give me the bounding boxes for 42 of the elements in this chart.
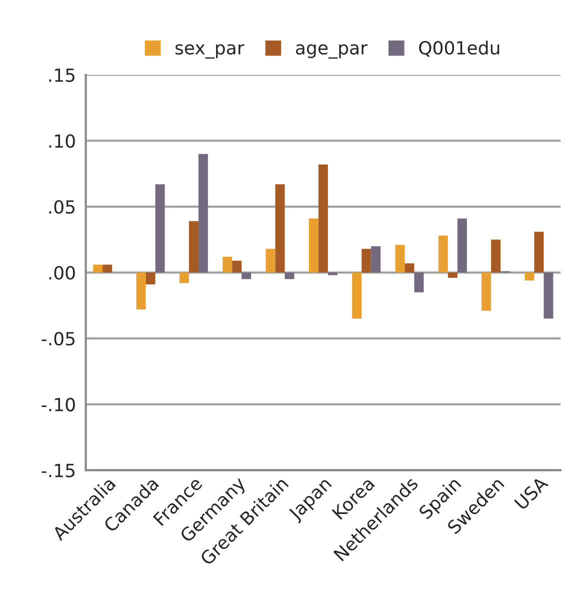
bar xyxy=(534,232,544,273)
bar xyxy=(188,221,198,273)
x-tick-label: USA xyxy=(514,475,549,510)
y-tick-label: .05 xyxy=(49,200,74,214)
legend-label: Q001edu xyxy=(419,40,500,57)
legend-label: age_par xyxy=(296,44,368,59)
bar xyxy=(198,154,208,273)
bar xyxy=(524,272,534,280)
bar xyxy=(102,264,112,273)
bar xyxy=(414,272,424,292)
bar xyxy=(457,218,467,273)
bar xyxy=(371,246,381,273)
bar xyxy=(395,244,405,273)
bar xyxy=(93,264,103,273)
bar xyxy=(146,272,156,284)
y-tick-label: -.10 xyxy=(42,398,75,412)
bar xyxy=(266,248,276,273)
bar xyxy=(318,164,328,273)
y-tick-label: -.05 xyxy=(42,332,75,346)
bar xyxy=(328,272,338,276)
bar xyxy=(448,272,458,278)
bar xyxy=(179,272,189,284)
bar xyxy=(362,248,372,273)
legend-label: sex_par xyxy=(175,44,244,59)
bar xyxy=(242,272,252,280)
bar xyxy=(404,263,414,273)
bar xyxy=(308,218,318,273)
bar xyxy=(136,272,146,310)
bar xyxy=(232,260,242,273)
y-tick-label: .15 xyxy=(49,68,74,82)
y-tick-label: .10 xyxy=(49,134,75,148)
bar xyxy=(352,272,362,319)
y-tick-label: .00 xyxy=(49,266,75,280)
bar xyxy=(222,256,232,273)
bar xyxy=(438,236,448,273)
bar xyxy=(544,272,554,319)
bar xyxy=(491,240,501,273)
bar xyxy=(275,184,285,273)
y-tick-label: -.15 xyxy=(42,464,75,478)
bar xyxy=(482,272,492,311)
bar xyxy=(155,184,165,273)
bar xyxy=(284,272,294,280)
